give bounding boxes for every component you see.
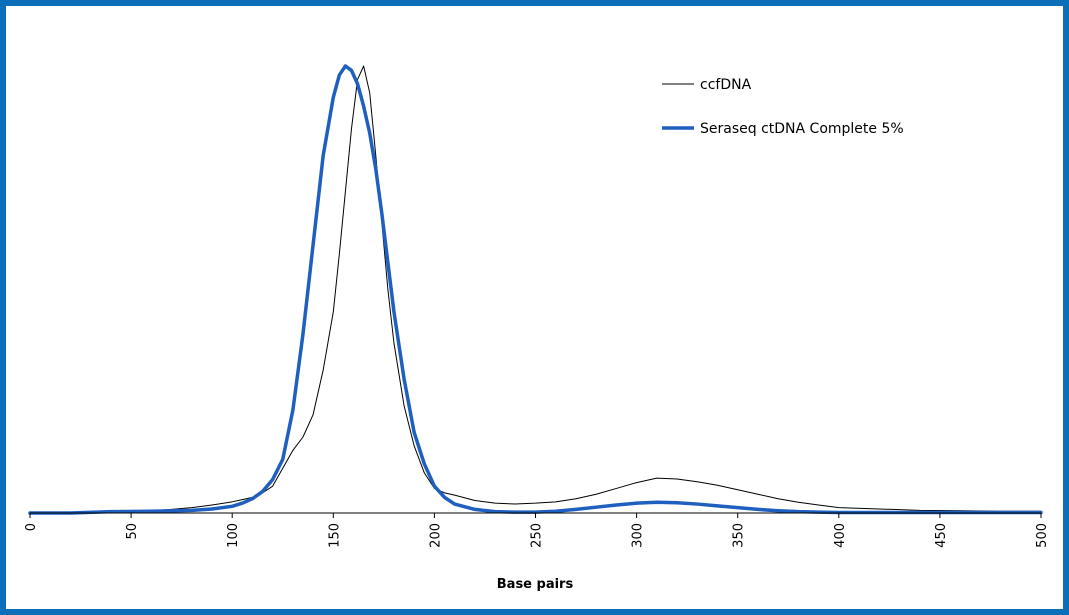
x-tick-label: 400 (833, 523, 848, 548)
x-tick-label: 450 (934, 523, 949, 548)
x-tick-label: 500 (1035, 523, 1050, 548)
x-tick-label: 350 (732, 523, 747, 548)
x-tick-label: 200 (428, 523, 443, 548)
x-tick-label: 50 (125, 523, 140, 540)
x-axis-title: Base pairs (497, 577, 574, 592)
series-line-seraseq (28, 64, 1043, 515)
legend-label-ccfdna: ccfDNA (700, 77, 752, 93)
x-tick-label: 300 (631, 523, 646, 548)
x-tick-label: 150 (327, 523, 342, 548)
x-axis-ticks: 0 50 100 150 200 250 300 350 400 450 500 (24, 513, 1050, 548)
x-tick-label: 250 (530, 523, 545, 548)
legend-label-seraseq: Seraseq ctDNA Complete 5% (700, 121, 904, 137)
fragment-size-chart: 0 50 100 150 200 250 300 350 400 450 500 Base pair… (24, 64, 1050, 592)
x-tick-label: 100 (226, 523, 241, 548)
legend: ccfDNA Seraseq ctDNA Complete 5% (662, 77, 904, 137)
plot-area (28, 64, 1043, 515)
x-tick-label: 0 (24, 523, 39, 531)
